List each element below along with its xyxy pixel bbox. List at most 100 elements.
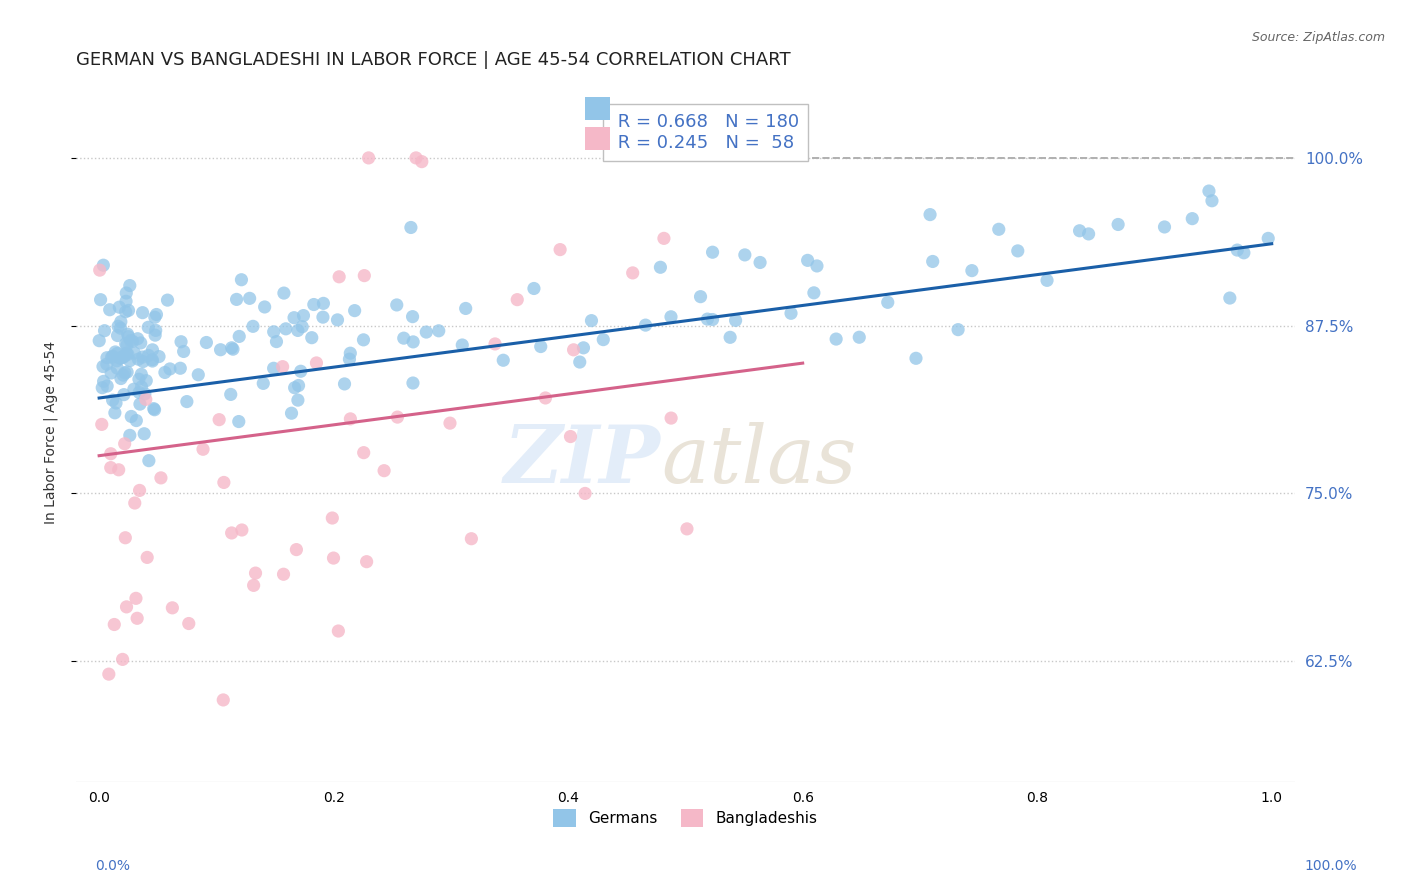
Point — [89, 263, 111, 277]
Point — [127, 352, 149, 367]
Point — [280, 406, 302, 420]
Point — [93, 375, 115, 389]
Point — [156, 293, 179, 307]
Point — [221, 525, 243, 540]
Point — [530, 339, 553, 353]
Point — [135, 392, 157, 407]
Point — [162, 600, 184, 615]
Point — [128, 385, 150, 400]
Point — [287, 323, 309, 337]
Bar — [585, 127, 610, 150]
Point — [120, 409, 142, 424]
Point — [387, 410, 409, 425]
Point — [1069, 224, 1091, 238]
Point — [402, 334, 425, 349]
Point — [411, 154, 433, 169]
Point — [263, 325, 285, 339]
Point — [427, 324, 450, 338]
Point — [131, 350, 153, 364]
Point — [228, 415, 250, 429]
Point — [273, 567, 295, 582]
Point — [141, 343, 163, 357]
Text: 100.0%: 100.0% — [1305, 859, 1357, 872]
Point — [114, 304, 136, 318]
Point — [484, 337, 506, 351]
Point — [339, 346, 361, 360]
Point — [724, 313, 747, 327]
Point — [271, 359, 294, 374]
Point — [129, 368, 152, 382]
Point — [138, 348, 160, 362]
Point — [302, 297, 325, 311]
Point — [373, 464, 395, 478]
Point — [621, 266, 644, 280]
Point — [357, 151, 380, 165]
Point — [93, 324, 115, 338]
Point — [328, 624, 350, 638]
Point — [107, 328, 129, 343]
Point — [208, 412, 231, 426]
Point — [322, 551, 344, 566]
Point — [562, 343, 585, 357]
Point — [212, 693, 235, 707]
Point — [1198, 184, 1220, 198]
Text: 0.0%: 0.0% — [96, 859, 131, 872]
Point — [177, 616, 200, 631]
Point — [120, 334, 142, 348]
Point — [749, 255, 772, 269]
Point — [122, 382, 145, 396]
Point — [134, 426, 156, 441]
Point — [718, 330, 741, 344]
Point — [117, 327, 139, 342]
Point — [153, 366, 176, 380]
Point — [676, 522, 699, 536]
Point — [1219, 291, 1241, 305]
Text: R = 0.668   N = 180
 R = 0.245   N =  58: R = 0.668 N = 180 R = 0.245 N = 58 — [612, 113, 800, 153]
Point — [173, 344, 195, 359]
Point — [117, 303, 139, 318]
Point — [110, 315, 132, 329]
Point — [534, 391, 557, 405]
Point — [142, 401, 165, 416]
Point — [702, 312, 724, 326]
Point — [212, 475, 235, 490]
Point — [287, 378, 309, 392]
Point — [451, 338, 474, 352]
Point — [806, 259, 828, 273]
Point — [1181, 211, 1204, 226]
Point — [136, 320, 159, 334]
Point — [91, 359, 114, 374]
Point — [454, 301, 477, 316]
Point — [848, 330, 870, 344]
Point — [333, 376, 356, 391]
Point — [252, 376, 274, 391]
Bar — [585, 97, 610, 120]
Point — [112, 349, 135, 363]
Point — [136, 550, 159, 565]
Point — [145, 308, 167, 322]
Point — [128, 483, 150, 498]
Point — [225, 293, 247, 307]
Y-axis label: In Labor Force | Age 45-54: In Labor Force | Age 45-54 — [44, 342, 58, 524]
Point — [108, 300, 131, 314]
Point — [131, 380, 153, 394]
Point — [115, 338, 138, 352]
Point — [125, 413, 148, 427]
Point — [734, 248, 756, 262]
Point — [290, 364, 312, 378]
Point — [987, 222, 1010, 236]
Point — [301, 331, 323, 345]
Point — [118, 353, 141, 368]
Point — [825, 332, 848, 346]
Point — [242, 578, 264, 592]
Point — [104, 406, 127, 420]
Point — [231, 523, 253, 537]
Point — [112, 387, 135, 401]
Point — [222, 342, 245, 356]
Point — [343, 303, 366, 318]
Point — [876, 295, 898, 310]
Point — [93, 258, 115, 272]
Point — [1233, 245, 1256, 260]
Point — [399, 220, 422, 235]
Point — [100, 447, 122, 461]
